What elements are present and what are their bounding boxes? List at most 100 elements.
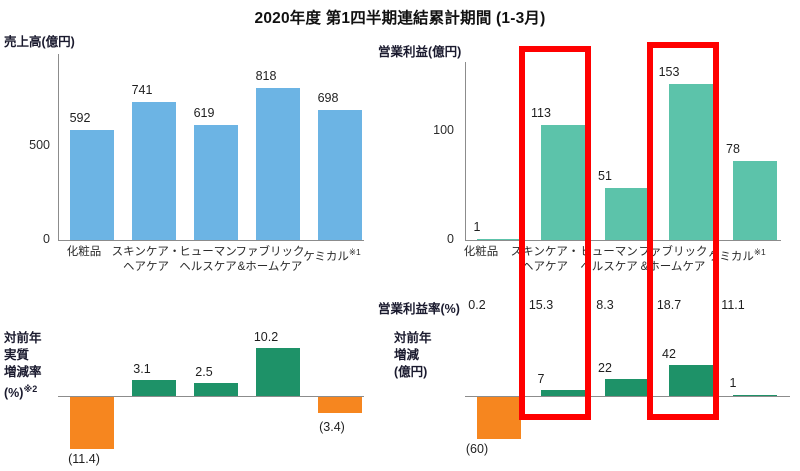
- real-growth-rate-chart: 対前年 実質 増減率 (%)※2 (11.4) 3.1 2.5 10.2 (3.…: [0, 330, 370, 471]
- profit-category-2-line1: ヒューマン: [580, 246, 638, 258]
- profit-category-2: ヒューマン ヘルスケア: [563, 245, 655, 275]
- growth-bar-1: [132, 380, 176, 396]
- sales-value-2: 619: [193, 106, 215, 120]
- profit-bar-1: [541, 125, 585, 240]
- operating-margin-label: 営業利益率(%): [378, 302, 460, 316]
- growth-bar-3: [256, 348, 300, 396]
- change-axis-title: 対前年 増減 (億円): [394, 330, 432, 381]
- change-bar-3: [669, 365, 713, 396]
- sales-chart: 売上高(億円) 0 500 592 741 619 818 698 化粧品 スキ…: [0, 34, 370, 273]
- sales-category-3-line1: ファブリック: [235, 246, 305, 258]
- growth-bar-2: [194, 383, 238, 396]
- profit-category-1-line2: ヘアケア: [522, 261, 568, 273]
- change-bar-1: [541, 390, 585, 396]
- profit-value-3: 153: [658, 65, 680, 79]
- profit-axis-title: 営業利益(億円): [378, 45, 462, 59]
- sales-category-4-footnote: ※1: [348, 247, 361, 257]
- growth-axis-title-line4: (%): [4, 386, 24, 401]
- growth-axis-footnote: ※2: [23, 384, 38, 394]
- sales-axis-title: 売上高(億円): [4, 35, 75, 49]
- operating-margin-value-1: 15.3: [528, 298, 554, 312]
- profit-category-0-line1: 化粧品: [463, 246, 499, 258]
- profit-category-3-line2: &ホームケア: [640, 261, 706, 273]
- profit-category-1-line1: スキンケア・: [510, 246, 580, 258]
- sales-category-1-line1: スキンケア・: [111, 246, 181, 258]
- sales-tick-500: 500: [29, 138, 50, 152]
- change-bar-0: [477, 397, 521, 439]
- sales-value-4: 698: [317, 91, 339, 105]
- profit-category-4-line1: ケミカル: [708, 250, 754, 263]
- profit-value-2: 51: [598, 169, 612, 183]
- change-axis-title-line2: 増減: [394, 348, 420, 362]
- sales-bar-1: [132, 102, 176, 240]
- profit-category-3: ファブリック &ホームケア: [627, 245, 719, 275]
- profit-category-4-footnote: ※1: [753, 247, 766, 257]
- profit-y-axis: [465, 62, 466, 240]
- profit-bar-2: [605, 188, 649, 240]
- operating-margin-value-4: 11.1: [721, 298, 745, 312]
- growth-value-2: 2.5: [195, 365, 213, 379]
- change-value-3: 42: [662, 347, 676, 361]
- change-zero-line: [465, 396, 790, 397]
- sales-category-2-line2: ヘルスケア: [179, 261, 237, 273]
- profit-bar-4: [733, 161, 777, 240]
- sales-category-2: ヒューマン ヘルスケア: [162, 245, 254, 275]
- operating-margin-value-2: 8.3: [596, 298, 614, 312]
- change-value-4: 1: [729, 376, 737, 390]
- growth-bar-0: [70, 397, 114, 449]
- growth-axis-title-line1: 対前年: [4, 331, 42, 345]
- change-bar-2: [605, 379, 649, 396]
- operating-margin-value-3: 18.7: [656, 298, 682, 312]
- sales-category-3-line2: &ホームケア: [237, 261, 303, 273]
- profit-bar-3: [669, 84, 713, 240]
- operating-margin-value-0: 0.2: [468, 298, 486, 312]
- sales-y-axis: [58, 54, 59, 240]
- change-bar-4: [733, 395, 777, 396]
- sales-category-3: ファブリック &ホームケア: [224, 245, 316, 275]
- sales-category-4-line1: ケミカル: [303, 250, 349, 263]
- profit-tick-100: 100: [433, 123, 454, 137]
- growth-value-4: (3.4): [319, 420, 345, 434]
- sales-x-axis: [58, 240, 364, 241]
- growth-zero-line: [58, 396, 364, 397]
- profit-category-2-line2: ヘルスケア: [580, 261, 638, 273]
- sales-tick-0: 0: [43, 232, 50, 246]
- profit-x-axis: [465, 240, 781, 241]
- growth-axis-title: 対前年 実質 増減率 (%)※2: [4, 330, 42, 402]
- profit-category-3-line1: ファブリック: [638, 246, 708, 258]
- change-value-0: (60): [465, 442, 489, 456]
- profit-value-0: 1: [473, 220, 481, 234]
- change-axis-title-line3: (億円): [394, 365, 428, 379]
- sales-bar-2: [194, 125, 238, 240]
- growth-axis-title-line3: 増減率: [4, 365, 42, 379]
- growth-bar-4: [318, 397, 362, 413]
- profit-value-4: 78: [726, 142, 740, 156]
- profit-tick-0: 0: [447, 232, 454, 246]
- profit-bar-0: [477, 239, 521, 240]
- sales-bar-0: [70, 130, 114, 240]
- page-title: 2020年度 第1四半期連結累計期間 (1-3月): [254, 10, 546, 27]
- growth-value-0: (11.4): [68, 452, 100, 466]
- operating-profit-chart: 営業利益(億円) 0 100 1 113 51 153 78 化粧品 スキンケア…: [374, 34, 800, 273]
- sales-bar-4: [318, 110, 362, 240]
- change-value-2: 22: [598, 361, 612, 375]
- sales-value-1: 741: [131, 83, 153, 97]
- sales-bar-3: [256, 88, 300, 240]
- sales-category-1-line2: ヘアケア: [123, 261, 169, 273]
- profit-category-0: 化粧品: [435, 245, 527, 260]
- profit-category-4: ケミカル※1: [691, 245, 783, 265]
- growth-axis-title-line2: 実質: [4, 348, 30, 362]
- sales-value-0: 592: [69, 111, 91, 125]
- sales-category-0: 化粧品: [38, 245, 130, 260]
- profit-category-1: スキンケア・ ヘアケア: [499, 245, 591, 275]
- sales-value-3: 818: [255, 69, 277, 83]
- yoy-change-chart: 対前年 増減 (億円) (60) 7 22 42 1: [374, 330, 800, 471]
- operating-margin-row: 営業利益率(%) 0.2 15.3 8.3 18.7 11.1: [374, 296, 800, 320]
- growth-value-1: 3.1: [133, 362, 151, 376]
- sales-category-4: ケミカル※1: [286, 245, 378, 265]
- change-axis-title-line1: 対前年: [394, 331, 432, 345]
- growth-value-3: 10.2: [253, 330, 279, 344]
- sales-category-2-line1: ヒューマン: [179, 246, 237, 258]
- sales-category-0-line1: 化粧品: [66, 246, 102, 258]
